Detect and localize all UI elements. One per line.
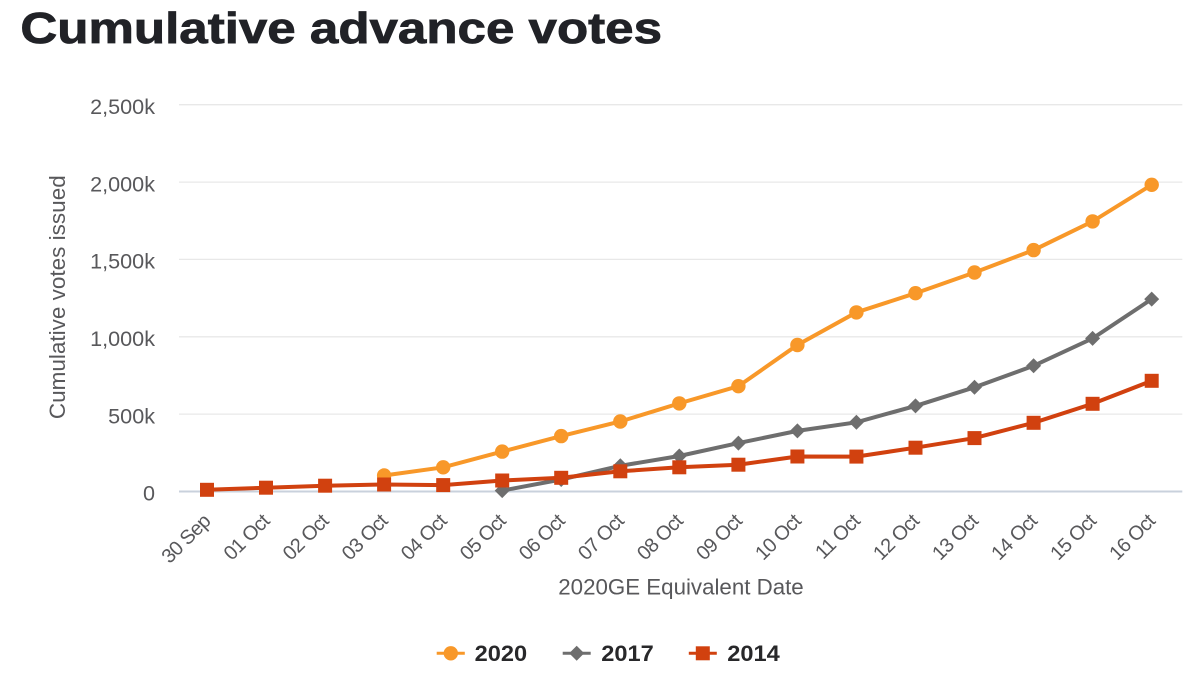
svg-text:13 Oct: 13 Oct xyxy=(928,510,983,565)
svg-text:14 Oct: 14 Oct xyxy=(987,510,1042,565)
svg-text:1,000k: 1,000k xyxy=(90,326,155,351)
svg-text:16 Oct: 16 Oct xyxy=(1105,510,1160,565)
svg-text:04 Oct: 04 Oct xyxy=(397,510,452,565)
svg-text:12 Oct: 12 Oct xyxy=(869,510,924,565)
svg-text:30 Sep: 30 Sep xyxy=(158,510,216,568)
svg-text:1,500k: 1,500k xyxy=(90,249,155,274)
svg-text:02 Oct: 02 Oct xyxy=(279,510,334,565)
svg-text:11 Oct: 11 Oct xyxy=(811,510,865,564)
svg-text:2020GE Equivalent Date: 2020GE Equivalent Date xyxy=(558,575,803,600)
svg-text:0: 0 xyxy=(143,481,155,506)
svg-text:03 Oct: 03 Oct xyxy=(338,510,393,565)
svg-text:2020: 2020 xyxy=(475,641,527,666)
svg-text:08 Oct: 08 Oct xyxy=(633,510,688,565)
svg-text:15 Oct: 15 Oct xyxy=(1046,510,1101,565)
svg-text:01 Oct: 01 Oct xyxy=(220,510,275,565)
svg-text:2014: 2014 xyxy=(727,641,780,666)
svg-text:Cumulative votes issued: Cumulative votes issued xyxy=(45,175,70,419)
svg-text:05 Oct: 05 Oct xyxy=(456,510,511,565)
svg-text:09 Oct: 09 Oct xyxy=(692,510,747,565)
svg-text:2,000k: 2,000k xyxy=(90,171,155,196)
svg-text:2,500k: 2,500k xyxy=(90,94,155,119)
svg-text:Cumulative advance votes: Cumulative advance votes xyxy=(20,4,662,53)
svg-text:10 Oct: 10 Oct xyxy=(751,510,806,565)
svg-text:07 Oct: 07 Oct xyxy=(574,510,629,565)
svg-text:06 Oct: 06 Oct xyxy=(515,510,570,565)
svg-text:2017: 2017 xyxy=(601,641,654,666)
svg-text:500k: 500k xyxy=(108,403,155,428)
